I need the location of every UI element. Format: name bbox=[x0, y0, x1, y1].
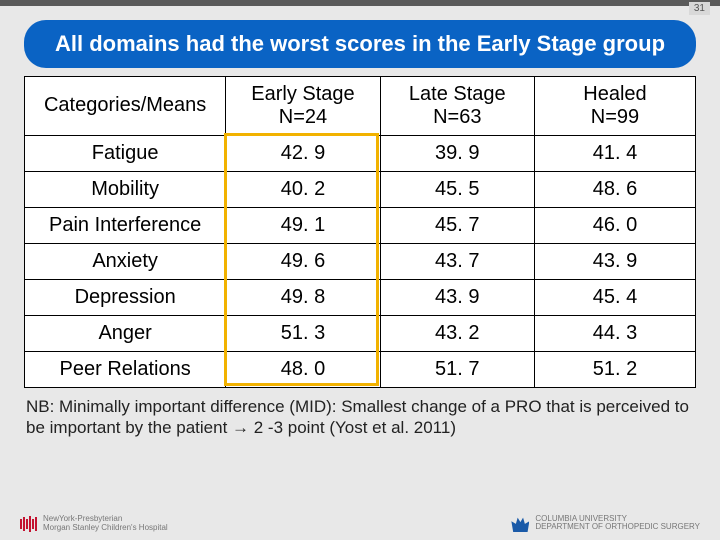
data-table-wrap: Categories/Means Early StageN=24 Late St… bbox=[24, 76, 696, 388]
table-header-row: Categories/Means Early StageN=24 Late St… bbox=[25, 76, 696, 135]
col-header-1: Early StageN=24 bbox=[226, 76, 380, 135]
footer: NewYork-Presbyterian Morgan Stanley Chil… bbox=[0, 514, 720, 532]
table-row: Mobility 40. 2 45. 5 48. 6 bbox=[25, 171, 696, 207]
cell: 49. 8 bbox=[226, 279, 380, 315]
cell: 39. 9 bbox=[380, 135, 534, 171]
cell: 45. 7 bbox=[380, 207, 534, 243]
cell: 48. 6 bbox=[534, 171, 695, 207]
cell: 51. 3 bbox=[226, 315, 380, 351]
cell: 49. 6 bbox=[226, 243, 380, 279]
footnote: NB: Minimally important difference (MID)… bbox=[26, 396, 694, 439]
cell: 46. 0 bbox=[534, 207, 695, 243]
table-row: Pain Interference 49. 1 45. 7 46. 0 bbox=[25, 207, 696, 243]
cell: 43. 9 bbox=[534, 243, 695, 279]
crown-icon bbox=[511, 514, 529, 532]
cell: Anger bbox=[25, 315, 226, 351]
cell: 51. 7 bbox=[380, 351, 534, 387]
table-body: Fatigue 42. 9 39. 9 41. 4 Mobility 40. 2… bbox=[25, 135, 696, 387]
cell: 44. 3 bbox=[534, 315, 695, 351]
cell: 42. 9 bbox=[226, 135, 380, 171]
cell: 49. 1 bbox=[226, 207, 380, 243]
cell: 40. 2 bbox=[226, 171, 380, 207]
cell: Fatigue bbox=[25, 135, 226, 171]
col-header-0: Categories/Means bbox=[25, 76, 226, 135]
cell: 48. 0 bbox=[226, 351, 380, 387]
page-number: 31 bbox=[689, 2, 710, 15]
cell: 45. 4 bbox=[534, 279, 695, 315]
nyp-text: NewYork-Presbyterian Morgan Stanley Chil… bbox=[43, 515, 168, 532]
table-row: Anxiety 49. 6 43. 7 43. 9 bbox=[25, 243, 696, 279]
table-row: Anger 51. 3 43. 2 44. 3 bbox=[25, 315, 696, 351]
logo-columbia: COLUMBIA UNIVERSITY DEPARTMENT OF ORTHOP… bbox=[511, 514, 700, 532]
table-row: Fatigue 42. 9 39. 9 41. 4 bbox=[25, 135, 696, 171]
cell: Anxiety bbox=[25, 243, 226, 279]
cell: 43. 7 bbox=[380, 243, 534, 279]
columbia-text: COLUMBIA UNIVERSITY DEPARTMENT OF ORTHOP… bbox=[535, 515, 700, 532]
cell: 41. 4 bbox=[534, 135, 695, 171]
cell: Pain Interference bbox=[25, 207, 226, 243]
cell: 43. 9 bbox=[380, 279, 534, 315]
table-row: Depression 49. 8 43. 9 45. 4 bbox=[25, 279, 696, 315]
cell: 45. 5 bbox=[380, 171, 534, 207]
cell: Mobility bbox=[25, 171, 226, 207]
col-header-3: HealedN=99 bbox=[534, 76, 695, 135]
nyp-icon bbox=[20, 516, 37, 532]
cell: 43. 2 bbox=[380, 315, 534, 351]
slide: 31 All domains had the worst scores in t… bbox=[0, 0, 720, 540]
cell: Peer Relations bbox=[25, 351, 226, 387]
data-table: Categories/Means Early StageN=24 Late St… bbox=[24, 76, 696, 388]
logo-nyp: NewYork-Presbyterian Morgan Stanley Chil… bbox=[20, 515, 168, 532]
table-row: Peer Relations 48. 0 51. 7 51. 2 bbox=[25, 351, 696, 387]
slide-title: All domains had the worst scores in the … bbox=[55, 31, 665, 56]
cell: Depression bbox=[25, 279, 226, 315]
title-banner: All domains had the worst scores in the … bbox=[24, 20, 696, 68]
cell: 51. 2 bbox=[534, 351, 695, 387]
col-header-2: Late StageN=63 bbox=[380, 76, 534, 135]
